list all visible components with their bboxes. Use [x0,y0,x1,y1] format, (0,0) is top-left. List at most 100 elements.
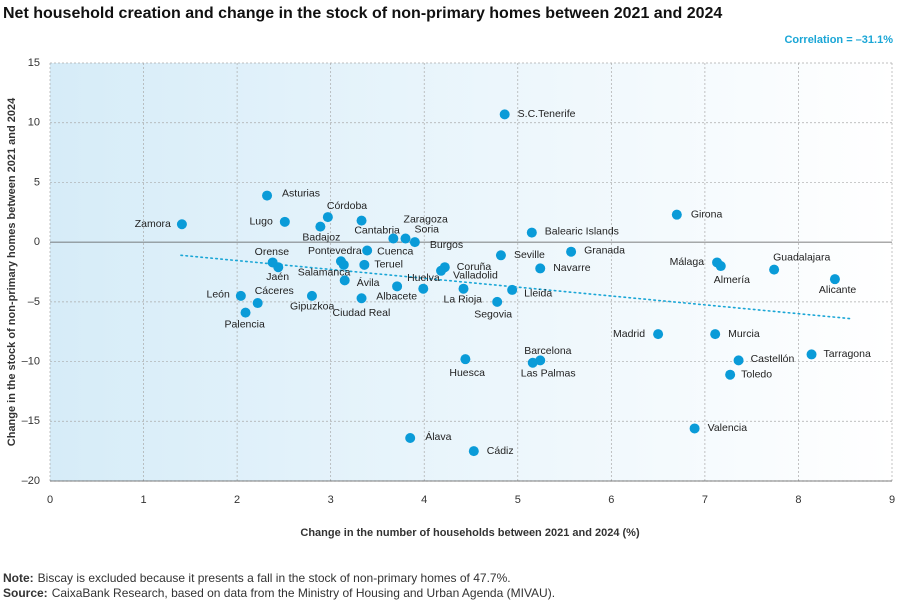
point [176,219,187,230]
point [388,233,399,244]
point-label: Zaragoza [404,213,449,225]
point [806,349,817,360]
point-label: Málaga [670,256,705,268]
point [362,245,373,256]
point-label: Burgos [430,239,463,251]
point [460,354,471,365]
point-label: Lugo [249,216,273,228]
point-label: Asturias [282,187,320,199]
point-label: Huesca [449,367,485,379]
point-label: Almería [714,274,750,286]
point [769,264,780,275]
chart-title: Net household creation and change in the… [3,5,722,22]
point-label: Toledo [741,368,772,380]
point-label: Guadalajara [773,251,830,263]
point [458,283,469,294]
x-tick-label: 6 [608,494,614,506]
annotation: Correlation = –31.1% [784,34,893,46]
point-label: Granada [584,244,625,256]
point [405,433,416,444]
x-tick-label: 3 [328,494,334,506]
point [356,215,367,226]
point [715,261,726,272]
point-label: Ciudad Real [333,307,391,319]
point [279,216,290,227]
point-label: Coruña [457,261,492,273]
point [527,357,538,368]
x-tick-label: 8 [795,494,801,506]
x-tick-label: 5 [515,494,521,506]
point-label: Lleida [524,288,552,300]
note-label: Note: [3,571,34,585]
y-tick-label: –20 [22,475,40,487]
point [359,259,370,270]
point-label: Alicante [819,284,857,296]
plot-bg [50,63,892,481]
point [338,259,349,270]
point-label: Segovia [474,309,512,321]
point-label: Madrid [613,328,645,340]
point [339,275,350,286]
note-text: Biscay is excluded because it presents a… [37,571,511,585]
point [315,221,326,232]
point [306,290,317,301]
point [252,298,263,309]
point-label: Teruel [374,259,403,271]
point [492,296,503,307]
y-tick-label: –10 [22,355,40,367]
point [409,237,420,248]
source-label: Source: [3,586,48,600]
point-label: Jaén [266,271,289,283]
point-label: Ávila [357,276,380,289]
point-label: Navarre [553,262,591,274]
point [733,355,744,366]
note: Note: Biscay is excluded because it prese… [3,571,511,585]
point [671,209,682,220]
point-label: Seville [514,249,545,261]
point [356,293,367,304]
point-label: Pontevedra [308,245,362,257]
point-label: Tarragona [824,348,871,360]
point [507,284,518,295]
y-tick-label: 0 [34,236,40,248]
source: Source: CaixaBank Research, based on data… [3,586,555,600]
point-label: Albacete [376,291,417,303]
point-label: León [206,289,230,301]
point-label: Valencia [708,422,748,434]
y-tick-label: –5 [28,296,40,308]
point [566,246,577,257]
point-label: Badajoz [302,231,340,243]
point-label: S.C.Tenerife [518,108,576,120]
point-label: Valladolid [453,270,498,282]
point [400,233,411,244]
x-tick-label: 0 [47,494,53,506]
point-label: La Rioja [444,294,483,306]
y-tick-label: 5 [34,176,40,188]
point [526,227,537,238]
point-label: Córdoba [327,200,367,212]
point-label: Álava [425,430,451,443]
source-text: CaixaBank Research, based on data from t… [51,586,556,600]
point [829,274,840,285]
point-label: Orense [255,246,290,258]
point-label: Balearic Islands [545,225,619,237]
point-label: Soria [415,223,440,235]
x-axis-label: Change in the number of households betwe… [300,527,640,539]
point [418,283,429,294]
x-tick-label: 1 [140,494,146,506]
point [499,109,510,120]
y-tick-label: 15 [28,57,40,69]
x-tick-label: 9 [889,494,895,506]
point [725,369,736,380]
point-label: Cáceres [255,285,294,297]
point [392,281,403,292]
point-label: Palencia [225,318,265,330]
point [240,307,251,318]
point [689,423,700,434]
point [535,263,546,274]
point-label: Cádiz [487,445,514,457]
point-label: Gipuzkoa [290,301,335,313]
point-label: Cantabria [354,224,400,236]
